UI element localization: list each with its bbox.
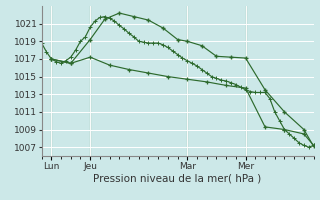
X-axis label: Pression niveau de la mer( hPa ): Pression niveau de la mer( hPa ) [93, 173, 262, 183]
